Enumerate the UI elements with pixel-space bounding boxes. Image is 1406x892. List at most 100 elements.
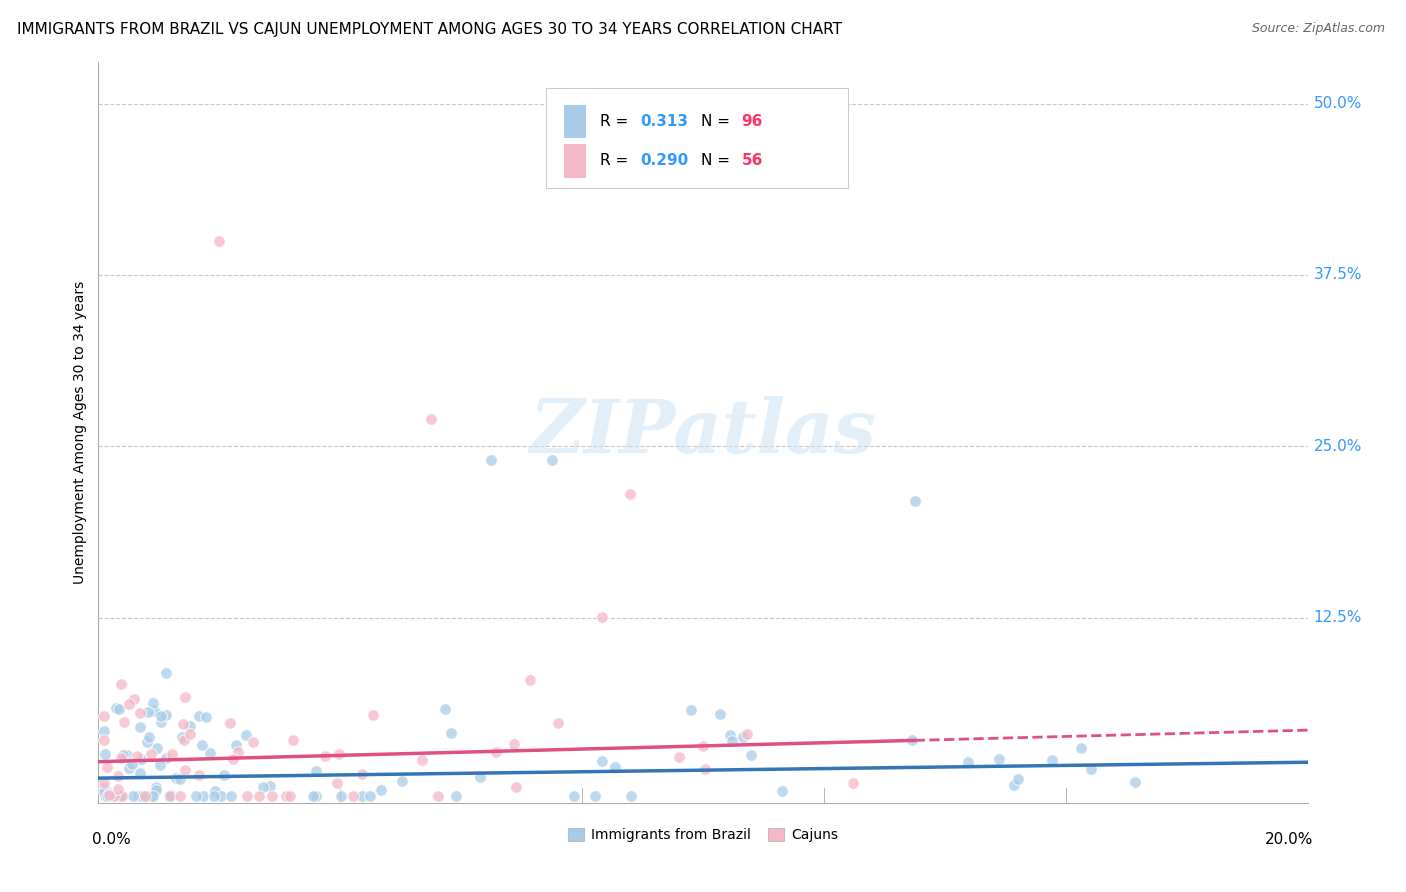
Point <box>202 789 225 803</box>
Point <box>1002 778 1025 792</box>
Point <box>96 760 118 774</box>
Point <box>131 789 153 803</box>
Point <box>160 747 183 761</box>
Point <box>900 732 922 747</box>
Point <box>94 747 117 762</box>
Point <box>485 746 508 760</box>
Point <box>242 735 264 749</box>
Point <box>235 727 257 741</box>
Point <box>108 789 131 803</box>
Point <box>481 453 503 467</box>
Point <box>718 728 741 742</box>
Point <box>136 705 159 719</box>
Text: N =: N = <box>700 114 734 129</box>
Point <box>93 724 115 739</box>
Point <box>668 749 690 764</box>
Point <box>127 748 149 763</box>
Text: IMMIGRANTS FROM BRAZIL VS CAJUN UNEMPLOYMENT AMONG AGES 30 TO 34 YEARS CORRELATI: IMMIGRANTS FROM BRAZIL VS CAJUN UNEMPLOY… <box>17 22 842 37</box>
Point <box>96 789 118 803</box>
Point <box>155 707 177 722</box>
Point <box>139 789 162 803</box>
Point <box>129 752 152 766</box>
Point <box>692 739 714 754</box>
Point <box>112 714 135 729</box>
Point <box>235 789 257 803</box>
Point <box>107 769 129 783</box>
Point <box>111 789 134 803</box>
Point <box>155 750 177 764</box>
Point <box>124 692 146 706</box>
Point <box>681 703 703 717</box>
Point <box>547 715 569 730</box>
Point <box>426 789 449 803</box>
Point <box>150 709 173 723</box>
Text: 50.0%: 50.0% <box>1313 96 1362 112</box>
Point <box>352 767 374 781</box>
Text: 0.313: 0.313 <box>640 114 688 129</box>
Point <box>195 710 218 724</box>
Point <box>328 747 350 761</box>
Point <box>262 789 284 803</box>
Point <box>134 789 156 803</box>
Point <box>121 789 143 803</box>
Point <box>583 789 606 803</box>
Point <box>93 776 115 790</box>
Point <box>138 730 160 744</box>
Point <box>93 780 115 795</box>
Point <box>281 732 304 747</box>
Point <box>1042 753 1064 767</box>
Point <box>842 776 865 790</box>
Point <box>1007 772 1029 786</box>
Point <box>904 494 927 508</box>
Point <box>145 783 167 797</box>
Point <box>165 771 187 785</box>
Point <box>420 412 443 426</box>
Point <box>107 781 129 796</box>
Point <box>128 706 150 720</box>
Point <box>184 789 207 803</box>
Text: 37.5%: 37.5% <box>1313 268 1362 283</box>
Point <box>957 755 980 769</box>
Point <box>721 734 744 748</box>
Point <box>619 487 641 501</box>
Point <box>169 789 191 803</box>
Point <box>170 730 193 744</box>
Text: 0.0%: 0.0% <box>93 832 131 847</box>
Point <box>1070 741 1092 756</box>
Point <box>505 780 527 794</box>
Point <box>93 785 115 799</box>
Point <box>100 789 122 803</box>
Text: 96: 96 <box>742 114 763 129</box>
Point <box>433 702 456 716</box>
Point <box>440 726 463 740</box>
Point <box>693 762 716 776</box>
Point <box>314 749 336 764</box>
Y-axis label: Unemployment Among Ages 30 to 34 years: Unemployment Among Ages 30 to 34 years <box>73 281 87 584</box>
Point <box>391 773 413 788</box>
Point <box>145 780 167 794</box>
Point <box>591 755 613 769</box>
Point <box>219 789 242 803</box>
Legend: Immigrants from Brazil, Cajuns: Immigrants from Brazil, Cajuns <box>562 822 844 847</box>
Text: R =: R = <box>600 114 633 129</box>
Point <box>117 697 139 711</box>
Point <box>115 748 138 763</box>
Point <box>470 770 492 784</box>
Point <box>159 788 181 802</box>
Point <box>326 775 349 789</box>
Point <box>128 720 150 734</box>
Point <box>305 764 328 778</box>
FancyBboxPatch shape <box>564 105 586 138</box>
Text: 25.0%: 25.0% <box>1313 439 1362 454</box>
Point <box>278 789 301 803</box>
Point <box>305 789 328 803</box>
Point <box>139 747 162 761</box>
Point <box>129 765 152 780</box>
Text: 0.290: 0.290 <box>640 153 689 169</box>
Point <box>770 784 793 798</box>
Point <box>218 715 240 730</box>
Point <box>127 789 149 803</box>
Point <box>94 782 117 797</box>
Point <box>204 784 226 798</box>
Point <box>103 789 125 803</box>
